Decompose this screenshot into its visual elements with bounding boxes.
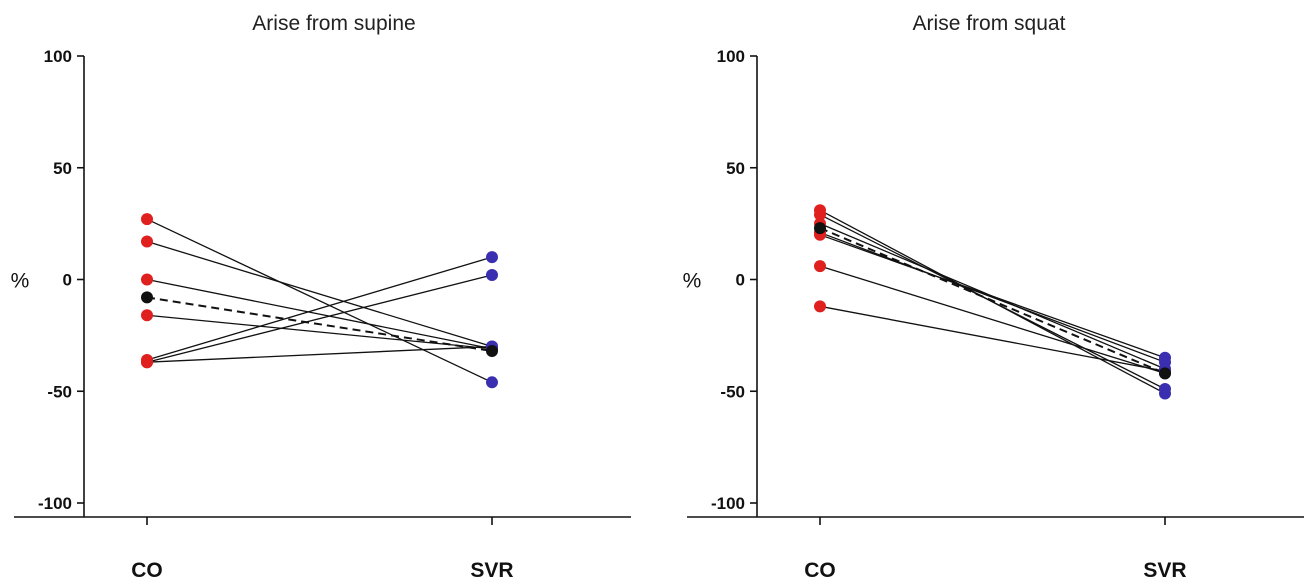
co-point-2 [141, 235, 153, 248]
subject-line-2 [146, 240, 493, 348]
svr-point-5 [1159, 351, 1171, 364]
co-point-4 [141, 309, 153, 322]
svr-point-6 [486, 269, 498, 282]
subject-line-1 [146, 218, 493, 383]
chart-panel-1: Arise from supine 100 50 0 -50 -100% CO SVR [11, 12, 631, 582]
mean-point-svr [486, 345, 498, 358]
chart-panel-2: Arise from squat 100 50 0 -50 -100% CO SVR [683, 12, 1304, 582]
subject-line-5 [146, 256, 493, 361]
mean-point-svr [1159, 367, 1171, 380]
co-point-3 [141, 273, 153, 286]
svr-point-5 [486, 251, 498, 264]
y-axis-label: % [683, 270, 702, 293]
y-tick-label: 100 [717, 47, 745, 66]
x-tick-label-co: CO [131, 559, 163, 582]
y-tick-label: 50 [726, 159, 745, 178]
co-point-2 [814, 208, 826, 221]
co-point-7 [814, 300, 826, 313]
svr-point-1 [486, 376, 498, 389]
subject-line-6 [819, 265, 1166, 374]
y-tick-label: 0 [63, 271, 72, 290]
x-tick-label-svr: SVR [470, 559, 513, 582]
co-point-7 [141, 356, 153, 369]
mean-point-co [141, 291, 153, 304]
co-point-6 [814, 260, 826, 273]
subject-line-4 [146, 314, 493, 350]
mean-line [146, 296, 493, 353]
y-tick-label: -100 [38, 494, 72, 513]
subject-line-3 [146, 278, 493, 350]
subject-line-5 [819, 234, 1166, 359]
y-tick-label: 0 [736, 271, 745, 290]
chart-title: Arise from squat [913, 12, 1066, 35]
mean-line [819, 227, 1166, 375]
co-point-1 [141, 213, 153, 226]
y-tick-label: 100 [44, 47, 72, 66]
subject-line-2 [819, 214, 1166, 390]
subject-line-7 [819, 305, 1166, 372]
x-tick-label-co: CO [804, 559, 836, 582]
y-tick-label: 50 [53, 159, 72, 178]
subject-line-4 [819, 231, 1166, 363]
chart-title: Arise from supine [252, 12, 415, 35]
y-axis-label: % [11, 270, 30, 293]
subject-line-7 [146, 345, 493, 363]
svr-point-2 [1159, 383, 1171, 396]
mean-point-co [814, 222, 826, 235]
y-tick-label: -50 [720, 382, 745, 401]
y-tick-label: -100 [711, 494, 745, 513]
y-tick-label: -50 [47, 382, 72, 401]
x-tick-label-svr: SVR [1143, 559, 1186, 582]
subject-line-6 [146, 274, 493, 363]
